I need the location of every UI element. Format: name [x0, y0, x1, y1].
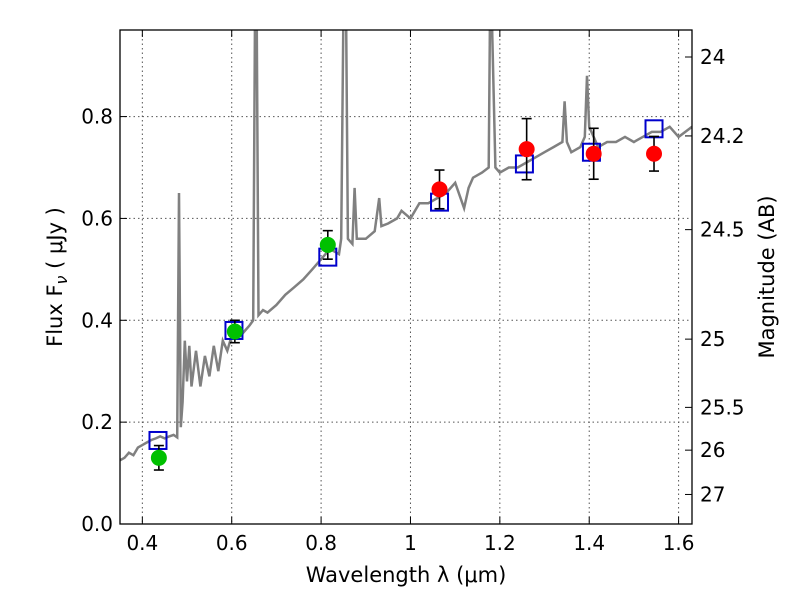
x-tick-label: 0.6: [216, 531, 248, 555]
right-tick-label: 24.2: [700, 124, 745, 148]
observed-point: [319, 236, 336, 253]
observed-point: [431, 181, 448, 198]
y-label-main: Flux F: [43, 284, 67, 346]
x-tick-label: 1.4: [573, 531, 605, 555]
x-tick-label: 1: [404, 531, 417, 555]
y-label-unit: ( μJy ): [43, 207, 67, 275]
observed-point: [518, 141, 535, 158]
right-axis-label: Magnitude (AB): [755, 195, 779, 358]
right-tick-label: 25: [700, 327, 725, 351]
right-tick-label: 25.5: [700, 395, 745, 419]
plot-frame: [119, 29, 693, 525]
x-tick-label: 1.6: [663, 531, 695, 555]
spectrum-line: [120, 30, 692, 462]
observed-point: [585, 145, 602, 162]
x-tick-label: 0.8: [305, 531, 337, 555]
observed-point: [226, 323, 243, 340]
y-tick-label: 0.4: [81, 308, 113, 332]
grid-lines: [120, 30, 692, 525]
x-tick-label: 0.4: [126, 531, 158, 555]
y-tick-label: 0.8: [81, 105, 113, 129]
right-tick-label: 24.5: [700, 218, 745, 242]
y-label-sub: ν: [52, 275, 71, 284]
observed-point: [150, 449, 167, 466]
right-tick-label: 26: [700, 438, 725, 462]
y-axis-label: Flux Fν ( μJy ): [43, 207, 71, 347]
markers-layer: [148, 117, 664, 471]
spectrum-layer: [120, 30, 692, 462]
observed-point: [646, 145, 663, 162]
x-axis-label: Wavelength λ (μm): [306, 563, 507, 587]
right-tick-label: 27: [700, 482, 725, 506]
x-tick-label: 1.2: [484, 531, 516, 555]
right-tick-label: 24: [700, 45, 725, 69]
model-photometry-square: [148, 430, 168, 450]
y-tick-label: 0.0: [81, 512, 113, 536]
axis-ticks: 0.4 0.6 0.8 1 1.2 1.4 1.6 0.0 0.2 0.4 0.6 0.8 24 24.2…: [81, 30, 745, 555]
y-tick-label: 0.2: [81, 410, 113, 434]
y-tick-label: 0.6: [81, 206, 113, 230]
